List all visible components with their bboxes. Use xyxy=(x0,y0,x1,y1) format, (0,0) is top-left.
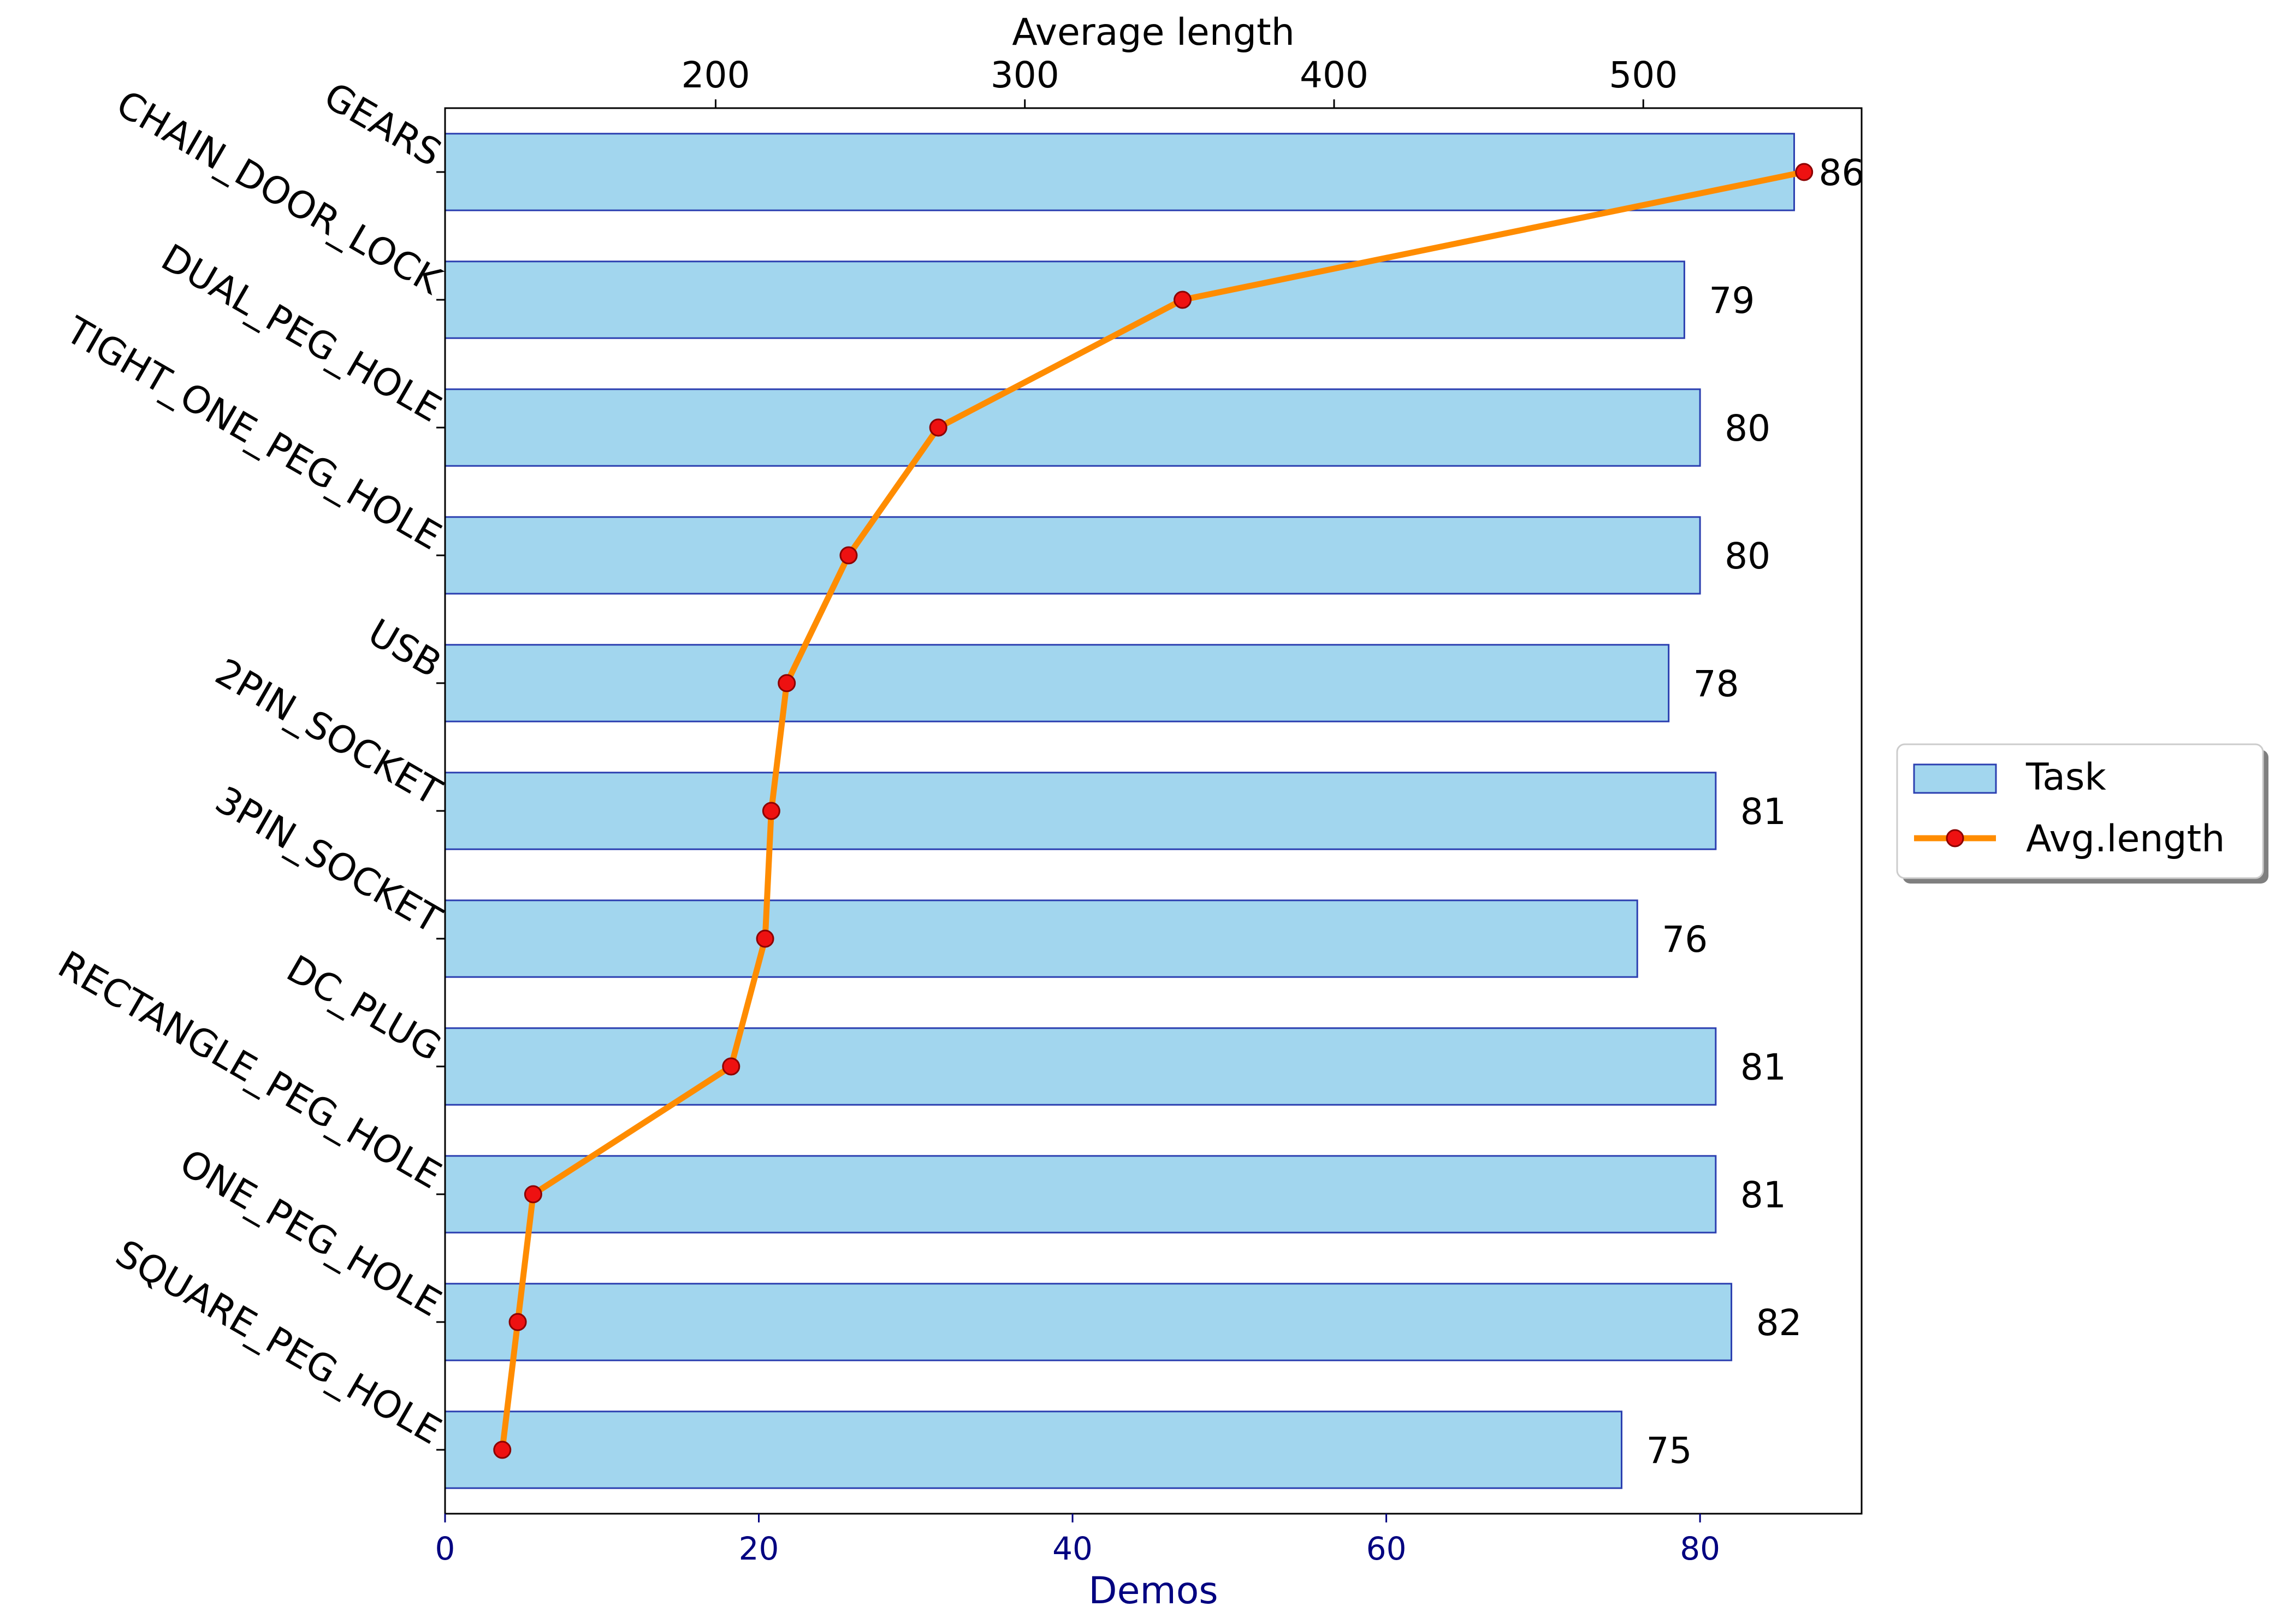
legend-task-label: Task xyxy=(2025,756,2106,799)
y-tick-label: USB xyxy=(361,611,448,686)
x-axis-bottom-label: Demos xyxy=(1088,1569,1218,1613)
legend-task-swatch xyxy=(1913,763,1997,794)
avg-length-point-rectangle_peg_hole xyxy=(524,1185,542,1204)
x-top-tick-label: 200 xyxy=(681,54,750,96)
bar-usb xyxy=(444,644,1670,722)
y-tick-label: TIGHT_ONE_PEG_HOLE xyxy=(58,309,448,559)
bar-value-label: 75 xyxy=(1646,1430,1692,1472)
bar-gears xyxy=(444,133,1795,211)
bar-tight_one_peg_hole xyxy=(444,516,1701,595)
x-top-tick-label: 300 xyxy=(991,54,1059,96)
y-tick-label: RECTANGLE_PEG_HOLE xyxy=(51,943,448,1198)
x-top-tick-label: 500 xyxy=(1609,54,1678,96)
legend-avg-length-marker xyxy=(1946,829,1964,847)
avg-length-line-group xyxy=(493,163,1814,1459)
y-tick-label: DC_PLUG xyxy=(279,947,448,1070)
avg-length-point-gears xyxy=(1795,163,1814,181)
x-bottom-tick-label: 0 xyxy=(435,1530,455,1567)
avg-length-point-2pin_socket xyxy=(762,802,780,820)
bar-value-label: 82 xyxy=(1756,1302,1802,1344)
bar-value-label: 80 xyxy=(1725,535,1770,577)
bar-value-label: 81 xyxy=(1740,1174,1786,1216)
bar-value-label: 81 xyxy=(1740,1046,1786,1088)
avg-length-point-tight_one_peg_hole xyxy=(839,546,858,565)
x-bottom-tick-label: 60 xyxy=(1366,1530,1407,1567)
bar-rectangle_peg_hole xyxy=(444,1155,1717,1234)
bar-value-label: 81 xyxy=(1740,791,1786,833)
bar-chain_door_lock xyxy=(444,260,1685,339)
bar-value-label: 80 xyxy=(1725,407,1770,449)
x-axis-top: 200 300 400 500 xyxy=(681,54,1678,108)
x-axis-top-label: Average length xyxy=(1012,11,1295,54)
avg-length-point-3pin_socket xyxy=(756,929,774,948)
x-axis-bottom: 0 20 40 60 80 xyxy=(435,1514,1720,1567)
bar-value-label: 78 xyxy=(1693,663,1739,705)
avg-length-point-chain_door_lock xyxy=(1174,291,1192,309)
bar-value-label: 86 xyxy=(1818,152,1864,194)
x-bottom-tick-label: 80 xyxy=(1680,1530,1720,1567)
y-tick-label: GEARS xyxy=(317,74,448,175)
bar-group xyxy=(444,133,1795,1489)
legend: Task Avg.length xyxy=(1896,743,2264,879)
bar-dual_peg_hole xyxy=(444,388,1701,467)
avg-length-point-usb xyxy=(778,674,796,692)
avg-length-point-square_peg_hole xyxy=(493,1441,512,1459)
avg-length-point-dc_plug xyxy=(722,1057,740,1076)
bar-dc_plug xyxy=(444,1027,1717,1106)
legend-avg-length-label: Avg.length xyxy=(2026,817,2225,861)
bar-one_peg_hole xyxy=(444,1283,1733,1361)
bar-square_peg_hole xyxy=(444,1410,1622,1489)
avg-length-point-one_peg_hole xyxy=(508,1313,527,1331)
x-bottom-tick-label: 40 xyxy=(1052,1530,1093,1567)
x-bottom-tick-label: 20 xyxy=(739,1530,779,1567)
bar-3pin_socket xyxy=(444,899,1638,978)
bar-label-group: 86 79 80 80 78 81 76 81 81 82 75 xyxy=(1646,152,1864,1472)
bar-value-label: 79 xyxy=(1709,280,1755,322)
avg-length-point-dual_peg_hole xyxy=(929,418,947,437)
bar-2pin_socket xyxy=(444,772,1717,850)
x-top-tick-label: 400 xyxy=(1300,54,1368,96)
bar-value-label: 76 xyxy=(1662,918,1708,961)
y-axis: GEARSCHAIN_DOOR_LOCKDUAL_PEG_HOLETIGHT_O… xyxy=(51,74,449,1453)
